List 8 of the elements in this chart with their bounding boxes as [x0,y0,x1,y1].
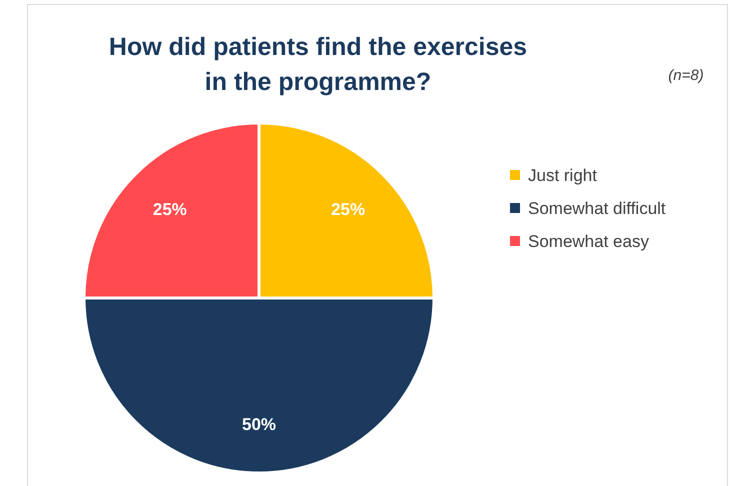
legend-label: Somewhat easy [528,232,650,251]
legend-label: Just right [528,166,598,185]
chart-title: How did patients find the exercises in the programme? [108,33,528,96]
data-label: 50% [242,415,276,434]
legend-label: Somewhat difficult [528,199,666,218]
data-label: 25% [152,200,187,219]
data-label: 25% [331,200,366,219]
text: (n=8) [668,67,704,84]
